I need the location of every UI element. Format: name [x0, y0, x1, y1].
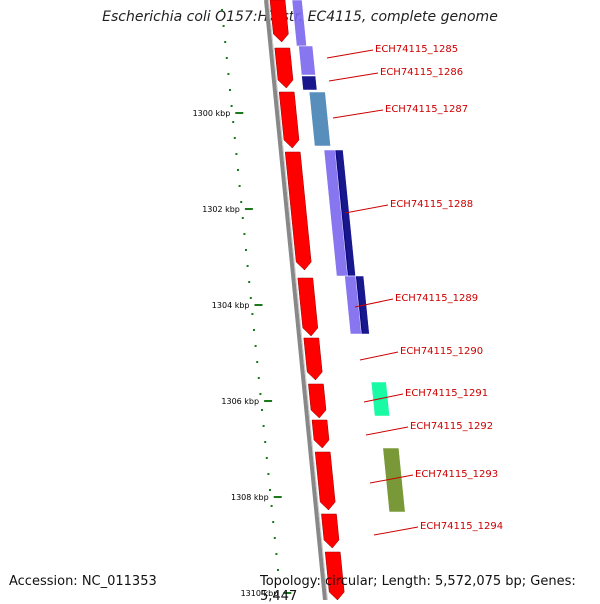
gene-leader-line: [365, 426, 409, 436]
gene-arrow: [274, 47, 294, 89]
gene-arrow: [269, 0, 289, 43]
tick-label: 1310 kbp: [241, 589, 279, 598]
gene-label: ECH74115_1290: [400, 346, 483, 357]
gene-label: ECH74115_1289: [395, 293, 478, 304]
gene-leader-line: [369, 474, 414, 484]
gene-arrow: [308, 383, 327, 419]
gene-leader-line: [328, 72, 379, 82]
gene-arrow: [278, 91, 300, 149]
feature-bar: [301, 75, 318, 91]
gene-leader-line: [344, 204, 389, 214]
topology-text: Topology: circular: [260, 574, 374, 589]
gene-label: ECH74115_1287: [385, 104, 468, 115]
length-text: Length: 5,572,075 bp: [381, 574, 522, 589]
gene-arrow: [314, 451, 336, 511]
gene-leader-line: [359, 351, 399, 361]
tick-label: 1306 kbp: [221, 397, 259, 406]
tick-label: 1304 kbp: [212, 301, 250, 310]
gene-label: ECH74115_1291: [405, 388, 488, 399]
tick-label: 1308 kbp: [231, 493, 269, 502]
backbone-line: [264, 0, 327, 600]
feature-bar: [308, 91, 331, 147]
tick-label: 1302 kbp: [202, 205, 240, 214]
gene-leader-line: [332, 109, 384, 119]
gene-arrow: [324, 551, 345, 600]
gene-arrow: [297, 277, 319, 337]
gene-label: ECH74115_1285: [375, 44, 458, 55]
gene-label: ECH74115_1286: [380, 67, 463, 78]
feature-bar: [382, 447, 406, 513]
tick-label: 1300 kbp: [193, 109, 231, 118]
gene-label: ECH74115_1293: [415, 469, 498, 480]
gene-arrow: [321, 513, 340, 549]
backbone-highlight: [268, 0, 328, 600]
gene-leader-line: [363, 393, 404, 403]
gene-arrow: [303, 337, 323, 381]
gene-label: ECH74115_1288: [390, 199, 473, 210]
gene-leader-line: [326, 49, 374, 59]
feature-bar: [298, 45, 316, 76]
gene-label: ECH74115_1294: [420, 521, 503, 532]
gene-label: ECH74115_1292: [410, 421, 493, 432]
feature-bar: [291, 0, 307, 47]
gene-arrow: [284, 151, 312, 271]
gene-leader-line: [373, 526, 419, 536]
gene-arrow: [311, 419, 330, 449]
accession-text: Accession: NC_011353: [9, 574, 157, 589]
gene-leader-line: [354, 298, 394, 308]
